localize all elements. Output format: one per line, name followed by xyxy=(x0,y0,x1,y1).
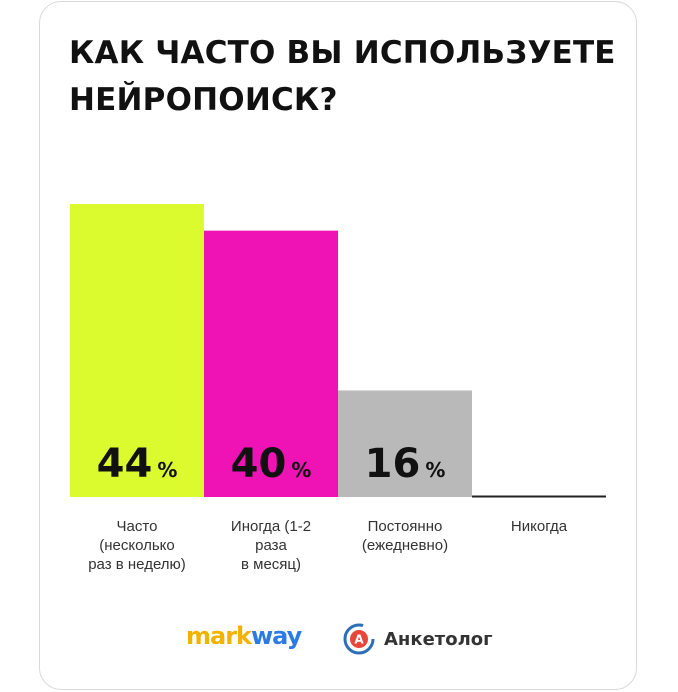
anketolog-text: Анкетолог xyxy=(384,628,493,650)
markway-logo-part2: way xyxy=(251,622,302,650)
category-label-2: Иногда (1-2 раза в месяц) xyxy=(231,518,311,573)
value-label-3: 16% xyxy=(365,441,446,487)
markway-logo: markway xyxy=(186,622,302,650)
markway-logo-part1: mark xyxy=(186,622,252,650)
bar-2 xyxy=(204,230,338,498)
category-label-3: Постоянно (ежедневно) xyxy=(362,518,448,554)
value-labels-group: 44% 40% 16% xyxy=(97,441,446,487)
value-label-1: 44% xyxy=(97,441,178,487)
category-label-1: Часто (несколько раз в неделю) xyxy=(88,518,186,573)
bar-3 xyxy=(338,390,472,497)
bar-1 xyxy=(70,204,204,497)
bars-group xyxy=(70,204,606,498)
category-label-4: Никогда xyxy=(511,518,568,535)
category-labels-group: Часто (несколько раз в неделю) Иногда (1-2 р… xyxy=(88,518,568,573)
anketolog-logo: A Анкетолог xyxy=(342,622,493,656)
anketolog-icon: A xyxy=(343,623,375,655)
svg-text:A: A xyxy=(354,633,364,647)
value-label-2: 40% xyxy=(231,441,312,487)
chart-title: КАК ЧАСТО ВЫ ИСПОЛЬЗУЕТЕ НЕЙРОПОИСК? xyxy=(69,35,616,118)
